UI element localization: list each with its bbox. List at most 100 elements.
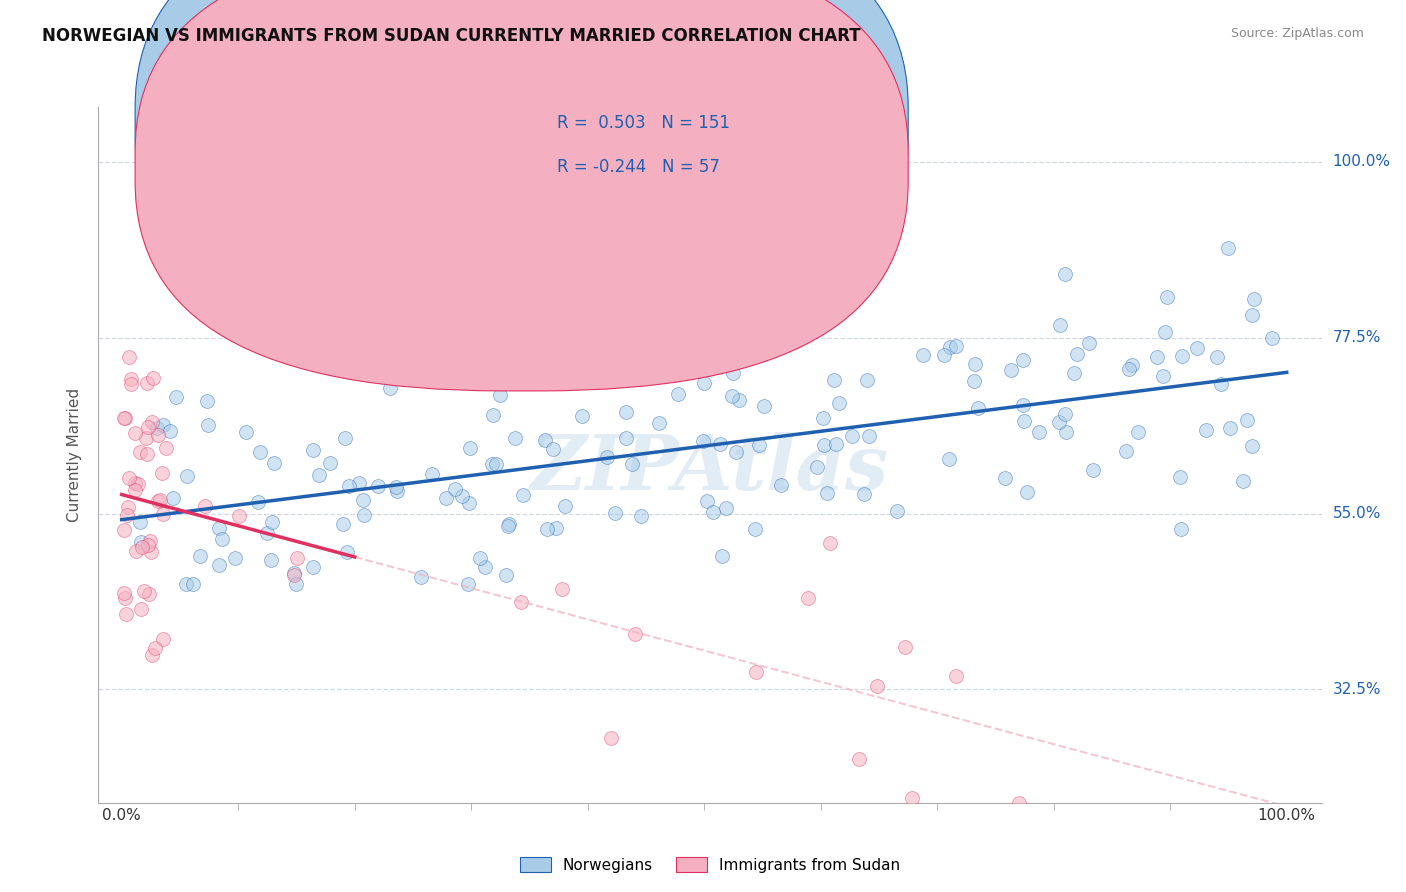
Text: NORWEGIAN VS IMMIGRANTS FROM SUDAN CURRENTLY MARRIED CORRELATION CHART: NORWEGIAN VS IMMIGRANTS FROM SUDAN CURRE… xyxy=(42,27,860,45)
Point xyxy=(806,459,828,474)
Point xyxy=(938,451,960,466)
Point xyxy=(752,399,775,413)
Point xyxy=(1063,366,1085,380)
Point xyxy=(720,389,742,403)
Point xyxy=(150,467,173,481)
Point xyxy=(1008,796,1031,810)
Point xyxy=(1054,407,1077,421)
Point xyxy=(208,520,231,534)
Point xyxy=(595,450,617,464)
Point xyxy=(886,503,908,517)
Point xyxy=(135,431,157,445)
Point xyxy=(434,491,457,505)
Point xyxy=(745,665,768,680)
Point xyxy=(224,550,246,565)
Point xyxy=(1012,414,1035,428)
Point xyxy=(1232,475,1254,489)
Point xyxy=(420,467,443,481)
Point xyxy=(228,508,250,523)
Point xyxy=(1028,425,1050,439)
Point xyxy=(711,549,734,563)
Point xyxy=(134,584,156,599)
Point xyxy=(131,540,153,554)
Point xyxy=(1083,463,1105,477)
Text: 100.0%: 100.0% xyxy=(1333,154,1391,169)
Point xyxy=(1121,358,1143,372)
Point xyxy=(994,470,1017,484)
FancyBboxPatch shape xyxy=(478,90,845,201)
Point xyxy=(709,437,731,451)
Point xyxy=(599,731,621,745)
Point xyxy=(1118,362,1140,376)
Point xyxy=(131,534,153,549)
Point xyxy=(284,577,307,591)
Point xyxy=(458,496,481,510)
Point xyxy=(1171,349,1194,363)
Point xyxy=(349,476,371,491)
Point xyxy=(1206,350,1229,364)
Point xyxy=(856,373,879,387)
Point xyxy=(716,501,738,516)
Point xyxy=(387,483,409,498)
Point xyxy=(114,410,136,425)
Point xyxy=(165,390,187,404)
Text: ZIPAtlas: ZIPAtlas xyxy=(531,432,889,506)
Point xyxy=(1146,350,1168,364)
Point xyxy=(554,499,576,513)
Text: R = -0.244   N = 57: R = -0.244 N = 57 xyxy=(557,158,720,176)
Point xyxy=(337,478,360,492)
Point xyxy=(141,648,163,662)
Point xyxy=(769,478,792,492)
Point xyxy=(1152,368,1174,383)
Point xyxy=(603,506,626,520)
Text: Source: ZipAtlas.com: Source: ZipAtlas.com xyxy=(1230,27,1364,40)
Point xyxy=(194,500,217,514)
Point xyxy=(911,348,934,362)
Point xyxy=(702,505,724,519)
Point xyxy=(128,516,150,530)
Point xyxy=(1236,413,1258,427)
Point xyxy=(748,438,770,452)
Point xyxy=(893,640,915,655)
Point xyxy=(197,417,219,432)
Point xyxy=(696,493,718,508)
Point xyxy=(353,508,375,523)
Point xyxy=(963,375,986,389)
Point xyxy=(1115,444,1137,458)
Point xyxy=(541,442,564,457)
Point xyxy=(136,376,159,390)
Point xyxy=(148,427,170,442)
Point xyxy=(235,425,257,439)
Point xyxy=(283,566,305,581)
Point xyxy=(148,494,170,508)
Y-axis label: Currently Married: Currently Married xyxy=(67,388,83,522)
Point xyxy=(1054,425,1077,439)
Point xyxy=(112,523,135,537)
Point xyxy=(828,396,851,410)
Point xyxy=(124,483,146,497)
Point xyxy=(378,381,401,395)
Point xyxy=(1209,376,1232,391)
Point xyxy=(503,431,526,445)
Point xyxy=(308,467,330,482)
Point xyxy=(285,550,308,565)
Point xyxy=(118,350,141,364)
Point xyxy=(115,508,138,522)
Point xyxy=(146,420,169,434)
Point xyxy=(124,426,146,441)
Point xyxy=(190,549,212,563)
Point xyxy=(458,441,481,455)
Point xyxy=(818,535,841,549)
Point xyxy=(474,559,496,574)
Point xyxy=(620,457,643,471)
Point xyxy=(1240,439,1263,453)
Point xyxy=(472,368,495,383)
Point xyxy=(136,419,159,434)
Point xyxy=(443,482,465,496)
Point xyxy=(630,508,652,523)
Point xyxy=(152,418,174,433)
Point xyxy=(1260,331,1282,345)
Point xyxy=(263,457,285,471)
Point xyxy=(744,522,766,536)
Point xyxy=(1078,336,1101,351)
